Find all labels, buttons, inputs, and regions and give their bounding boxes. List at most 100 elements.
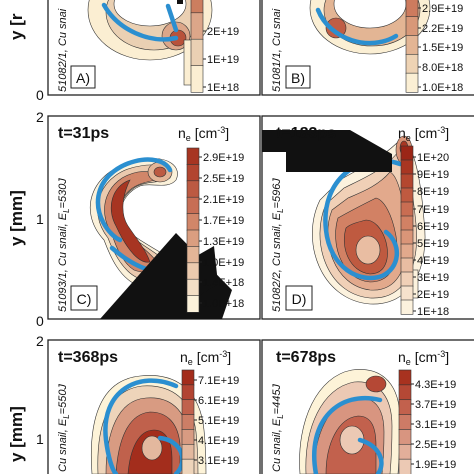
panel-b-shot-label: 51081/1, Cu snai — [271, 8, 283, 92]
y-axis-label-top: y [r — [7, 13, 26, 40]
colorbar-tick-label: 4.3E+19 — [415, 379, 456, 391]
colorbar-tick-label: 1.3E+19 — [203, 236, 244, 248]
panel-d: 1E+20 9E+19 8E+19 7E+19 6E+19 5E+19 4E+19 3E+19… — [261, 115, 474, 320]
colorbar-tick-label: 1.0E+19 — [203, 257, 244, 269]
tick-label-1-bottom: 1 — [36, 431, 44, 447]
tick-label-1-mid: 1 — [36, 211, 44, 227]
colorbar-tick-label: 3.7E+19 — [415, 399, 456, 411]
colorbar-tick-label: 8E+19 — [417, 186, 449, 198]
colorbar-swatch — [186, 180, 200, 198]
colorbar-swatch — [400, 173, 414, 189]
panel-d-colorbar: 1E+20 9E+19 8E+19 7E+19 6E+19 5E+19 4E+19 3E+19… — [400, 145, 449, 318]
colorbar-swatch — [398, 429, 412, 445]
colorbar-tick-label: 2.9E+19 — [422, 3, 463, 15]
panel-d-letter: D) — [292, 291, 307, 307]
colorbar-tick-label: 2.9E+19 — [203, 152, 244, 164]
colorbar-swatch — [186, 278, 200, 297]
panel-c-density-label: ne [cm-3] — [178, 125, 229, 143]
colorbar-swatch — [400, 187, 414, 203]
panel-a-shot-label: 51082/1, Cu snai — [57, 8, 69, 92]
colorbar-swatch — [190, 38, 204, 67]
colorbar-swatch — [398, 369, 412, 386]
colorbar-swatch — [181, 369, 195, 386]
tick-label-0-top: 0 — [36, 87, 44, 103]
colorbar-tick-label: 4E+19 — [417, 255, 449, 267]
colorbar-swatch — [400, 159, 414, 175]
panel-b-letter-box — [285, 65, 311, 89]
y-axis-label-middle: y [mm] — [7, 190, 26, 246]
colorbar-swatch — [400, 271, 414, 287]
colorbar-swatch — [186, 229, 200, 248]
colorbar-tick-label: 6.1E+19 — [198, 395, 239, 407]
panel-b-colorbar: 2.9E+19 2.2E+19 1.5E+19 8.0E+18 1.0E+18 — [405, 0, 463, 94]
colorbar-tick-label: 2E+19 — [417, 289, 449, 301]
colorbar-swatch — [186, 295, 200, 313]
panel-f-time-label: t=678ps — [276, 349, 336, 366]
colorbar-swatch — [181, 458, 195, 474]
colorbar-swatch — [398, 414, 412, 431]
colorbar-swatch — [405, 35, 419, 55]
colorbar-tick-label: 4.1E+19 — [198, 435, 239, 447]
colorbar-swatch — [181, 414, 195, 431]
panel-a-colorbar: 2E+19 1E+19 1E+18 — [190, 0, 239, 94]
panel-e-colorbar: 7.1E+19 6.1E+19 5.1E+19 4.1E+19 3.1E+19 — [181, 369, 239, 474]
colorbar-swatch — [400, 299, 414, 315]
colorbar-tick-label: 1E+19 — [207, 54, 239, 66]
colorbar-swatch — [190, 12, 204, 40]
colorbar-swatch — [398, 443, 412, 460]
panel-e-shot-label: Cu snail, EL=550J — [57, 384, 71, 472]
tick-label-2-bottom: 2 — [36, 333, 44, 349]
panel-a: 2E+19 1E+19 1E+18 51082/1, Cu snai A) — [47, 0, 261, 96]
colorbar-swatch — [405, 16, 419, 37]
colorbar-tick-label: 8.0E+18 — [422, 62, 463, 74]
panel-e-density-label: ne [cm-3] — [180, 349, 231, 367]
colorbar-swatch — [186, 246, 200, 264]
colorbar-swatch — [186, 213, 200, 231]
colorbar-swatch — [186, 262, 200, 280]
colorbar-tick-label: 1.0E+18 — [203, 298, 244, 310]
colorbar-swatch — [398, 399, 412, 416]
colorbar-swatch — [398, 458, 412, 474]
colorbar-tick-label: 1.5E+19 — [422, 42, 463, 54]
panel-f-density-label: ne [cm-3] — [398, 349, 449, 367]
panel-d-contours — [262, 130, 426, 305]
panel-f-contours — [299, 369, 401, 474]
colorbar-tick-label: 1E+18 — [207, 82, 239, 94]
panel-e: 7.1E+19 6.1E+19 5.1E+19 4.1E+19 3.1E+19 t=36… — [47, 339, 261, 474]
colorbar-swatch — [400, 243, 414, 259]
panel-a-letter: A) — [76, 70, 90, 86]
colorbar-swatch — [400, 201, 414, 217]
panel-b: 2.9E+19 2.2E+19 1.5E+19 8.0E+18 1.0E+18 5108… — [261, 0, 474, 96]
colorbar-tick-label: 5.1E+19 — [198, 415, 239, 427]
colorbar-tick-label: 7.1E+19 — [198, 375, 239, 387]
panel-c-shot-label: 51093/1, Cu snail, EL=530J — [57, 178, 71, 312]
panel-d-letter-box — [285, 285, 313, 311]
colorbar-tick-label: 2.5E+19 — [203, 173, 244, 185]
colorbar-swatch — [186, 147, 200, 166]
colorbar-tick-label: 1.7E+19 — [203, 215, 244, 227]
colorbar-tick-label: 1.4E+18 — [203, 277, 244, 289]
colorbar-swatch — [400, 215, 414, 231]
panel-f-shot-label: Cu snail, EL=445J — [271, 384, 285, 472]
colorbar-swatch — [186, 164, 200, 182]
panel-c-letter: C) — [77, 291, 92, 307]
tick-label-2-mid: 2 — [36, 109, 44, 125]
panel-d-shot-label: 51082/2, Cu snail, EL=596J — [271, 178, 285, 312]
panel-b-contours — [309, 0, 431, 55]
colorbar-tick-label: 1.9E+19 — [415, 459, 456, 471]
colorbar-tick-label: 2E+19 — [207, 26, 239, 38]
colorbar-tick-label: 2.1E+19 — [203, 194, 244, 206]
colorbar-swatch — [190, 65, 204, 93]
colorbar-tick-label: 1E+20 — [417, 152, 449, 164]
colorbar-tick-label: 9E+19 — [417, 169, 449, 181]
colorbar-swatch — [400, 285, 414, 301]
panel-c: 2.9E+19 2.5E+19 2.1E+19 1.7E+19 1.3E+19 1.0E+… — [47, 115, 261, 320]
panel-e-time-label: t=368ps — [58, 349, 118, 366]
colorbar-swatch — [405, 53, 419, 74]
panel-d-density-label: ne [cm-3] — [398, 125, 449, 143]
panel-a-letter-box — [70, 65, 96, 89]
colorbar-tick-label: 2.5E+19 — [415, 439, 456, 451]
colorbar-swatch — [181, 384, 195, 401]
panel-e-contours — [91, 375, 207, 474]
